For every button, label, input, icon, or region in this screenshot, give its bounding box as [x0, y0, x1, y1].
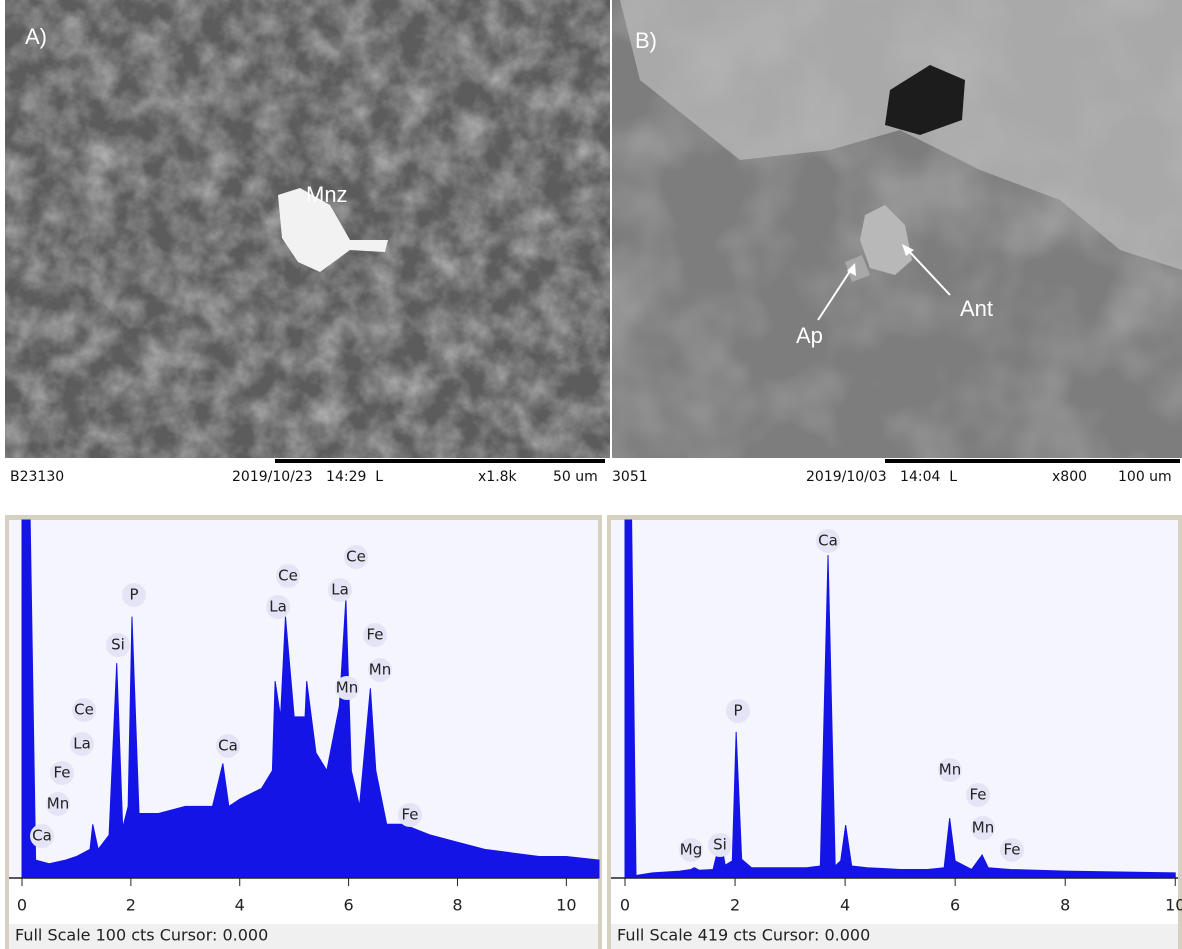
peak-label: P — [733, 702, 742, 720]
peak-label: La — [331, 581, 349, 599]
peak-label-bg — [726, 699, 750, 723]
sample-id: B23130 — [10, 469, 64, 485]
x-tick-label: 0 — [620, 896, 630, 915]
peak-label: Si — [713, 836, 727, 854]
axis-strip — [9, 878, 598, 924]
peak-label: Ce — [346, 548, 366, 566]
spectrum — [21, 519, 600, 879]
peak-label: Mn — [336, 679, 358, 697]
peak-label-bg — [216, 734, 240, 758]
plot-area — [611, 520, 1178, 878]
peak-label: Mn — [47, 795, 69, 813]
peak-label: Fe — [401, 806, 418, 824]
peak-label-bg — [72, 698, 96, 722]
peak-label-bg — [708, 833, 732, 857]
peak-label: Mn — [972, 819, 994, 837]
peak-label: Fe — [969, 786, 986, 804]
peak-label: La — [73, 735, 91, 753]
panel-label: B) — [635, 28, 657, 53]
peak-label: La — [269, 598, 287, 616]
scale: 50 um — [553, 469, 598, 485]
peak-label: Fe — [1003, 841, 1020, 859]
peak-label: Ca — [32, 827, 52, 845]
x-tick-label: 6 — [344, 896, 354, 915]
footer: Full Scale 100 cts Cursor: 0.000 — [15, 926, 268, 945]
mineral-label: Ant — [960, 296, 993, 321]
peak-label-bg — [363, 623, 387, 647]
peak-label-bg — [679, 838, 703, 862]
peak-label: Mg — [680, 841, 702, 859]
peak-label: P — [129, 586, 138, 604]
peak-label: Ca — [818, 532, 838, 550]
peak-label-bg — [106, 633, 130, 657]
x-tick-label: 8 — [1060, 896, 1070, 915]
peak-label: Fe — [53, 764, 70, 782]
x-tick-label: 6 — [950, 896, 960, 915]
peak-label-bg — [70, 732, 94, 756]
eds-spectrum: 0 2 4 6 8 10 Ca P Si Mg Mn Fe Mn Fe Full Scale 419 cts… — [607, 515, 1182, 949]
peak-label-bg — [344, 545, 368, 569]
peak-label: Mn — [369, 661, 391, 679]
peak-label-bg — [816, 529, 840, 553]
peak-label-bg — [335, 676, 359, 700]
footer: Full Scale 419 cts Cursor: 0.000 — [617, 926, 870, 945]
peak-label: Fe — [366, 626, 383, 644]
eds-spectrum: 0 2 4 6 8 10CeLaFeMnCaSiPCaCeLaCeLaFeMnMnFeFu… — [5, 515, 602, 949]
peak-label-bg — [30, 824, 54, 848]
peak-label-bg — [50, 761, 74, 785]
peak-label-bg — [368, 658, 392, 682]
x-tick-label: 10 — [1165, 896, 1182, 915]
peak-label-bg — [276, 564, 300, 588]
peak-label: Ca — [218, 737, 238, 755]
peak-label-bg — [1000, 838, 1024, 862]
peak-label-bg — [266, 595, 290, 619]
peak-label: Ce — [278, 567, 298, 585]
x-tick-label: 0 — [17, 896, 27, 915]
x-tick-label: 10 — [556, 896, 576, 915]
panel-label: A) — [25, 24, 47, 49]
mineral-label: Ap — [796, 323, 823, 348]
x-tick-label: 4 — [840, 896, 850, 915]
datetime: 2019/10/03 14:04 L — [806, 469, 957, 485]
peak-label-bg — [971, 816, 995, 840]
x-tick-label: 4 — [235, 896, 245, 915]
peak-label-bg — [328, 578, 352, 602]
peak-label-bg — [966, 783, 990, 807]
scale: 100 um — [1118, 469, 1172, 485]
info-bar: B23130 2019/10/23 14:29 L x1.8k 50 um 30… — [10, 459, 1180, 485]
x-tick-label: 2 — [730, 896, 740, 915]
spectrum — [624, 519, 1176, 879]
axis-strip — [611, 878, 1178, 924]
peak-label-bg — [398, 803, 422, 827]
x-tick-label: 8 — [452, 896, 462, 915]
sem-image-b: B) Ant Ap — [612, 0, 1182, 458]
mineral-label: Mnz — [306, 182, 348, 207]
peak-label: Mn — [939, 761, 961, 779]
sem-image-a: A) Mnz — [5, 0, 610, 458]
magnification: x1.8k — [478, 469, 518, 485]
footer-strip — [611, 924, 1178, 949]
peak-label-bg — [122, 583, 146, 607]
peak-label-bg — [46, 792, 70, 816]
datetime: 2019/10/23 14:29 L — [232, 469, 383, 485]
magnification: x800 — [1052, 469, 1087, 485]
sample-id: 3051 — [612, 469, 648, 485]
footer-strip — [9, 924, 598, 949]
x-tick-label: 2 — [126, 896, 136, 915]
peak-label-bg — [938, 758, 962, 782]
peak-label: Ce — [74, 701, 94, 719]
peak-label: Si — [111, 636, 125, 654]
